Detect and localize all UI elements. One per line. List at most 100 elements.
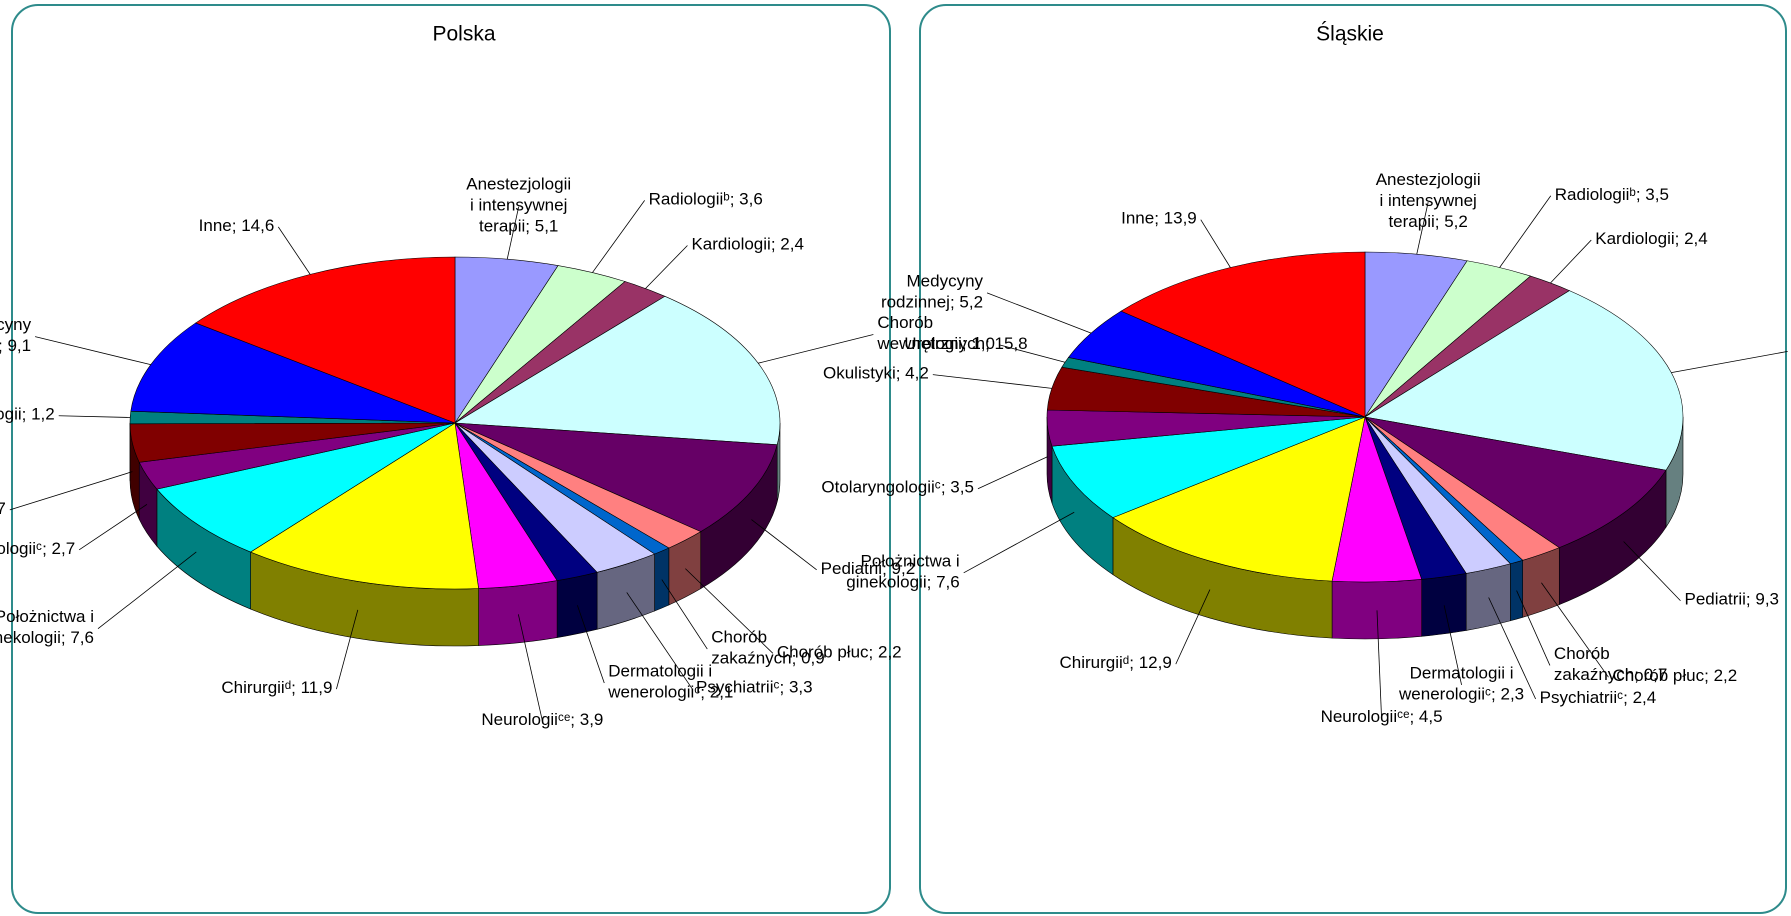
data-label: Anestezjologii i intensywnej terapii; 5,2	[1376, 171, 1481, 232]
data-label: Pediatrii; 9,2	[821, 559, 916, 578]
data-label: Otolaryngologiiᶜ; 3,5	[821, 478, 974, 497]
data-label-name: terapii	[479, 217, 525, 236]
data-label-value: 3,9	[580, 710, 604, 729]
data-label: Kardiologii; 2,4	[691, 235, 803, 254]
slice-side	[1510, 559, 1523, 622]
data-label-value: 2,2	[878, 643, 902, 662]
data-label-name: Psychiatriiᶜ	[696, 678, 779, 697]
leader-line	[1516, 590, 1551, 666]
leader-line	[963, 511, 1075, 574]
chart-title: Śląskie	[1316, 22, 1384, 46]
data-label-value: 9,3	[1755, 590, 1779, 609]
data-label-name: Inne	[1121, 209, 1154, 228]
data-label-name: Psychiatriiᶜ	[1540, 688, 1623, 707]
data-label-name: Radiologiiᵇ	[649, 190, 730, 209]
data-label: Radiologiiᵇ; 3,6	[649, 190, 763, 209]
slice-side	[1465, 563, 1511, 631]
data-label-value: 4,5	[1419, 708, 1443, 727]
data-label-value: 2,2	[1714, 667, 1738, 686]
data-label-value: 2,7	[52, 539, 76, 558]
leader-line	[1488, 597, 1537, 700]
data-label-name: i intensywnej	[470, 196, 567, 215]
data-label-name: Otolaryngologiiᶜ	[821, 478, 940, 497]
leader-line	[626, 592, 693, 689]
data-label-value: 11,9	[301, 679, 333, 698]
leader-line	[1376, 610, 1382, 719]
data-label-value: 3,5	[950, 478, 974, 497]
leader-line	[751, 519, 817, 571]
data-label-name: Inne	[199, 216, 232, 235]
leader-line	[517, 614, 543, 722]
data-label-name: Dermatologii i	[1410, 664, 1514, 683]
data-label-value: 2,4	[780, 235, 804, 254]
data-label: Anestezjologii i intensywnej terapii; 5,1	[466, 175, 571, 236]
slice-side	[1421, 573, 1467, 637]
leader-line	[998, 344, 1066, 363]
data-label-name: Urologii	[904, 334, 962, 353]
data-label-name: Medycyny	[907, 272, 984, 291]
data-label-value: 3,3	[789, 678, 813, 697]
leader-line	[758, 334, 874, 364]
data-label: Kardiologii; 2,4	[1595, 230, 1707, 249]
data-label-name: Urologii	[0, 405, 22, 424]
slice	[454, 295, 781, 446]
leader-line	[78, 504, 148, 551]
data-label-value: 9,1	[7, 337, 31, 356]
leader-line	[592, 200, 645, 273]
leader-line	[977, 456, 1048, 490]
data-label: Chirurgiiᵈ; 11,9	[221, 679, 332, 698]
leader-line	[35, 336, 151, 366]
data-label-value: 7,6	[936, 573, 960, 592]
slice	[1364, 290, 1684, 471]
slice-side	[654, 547, 670, 612]
data-label-name: Anestezjologii	[1376, 171, 1481, 190]
leader-line	[1416, 202, 1429, 255]
slice-side	[478, 580, 558, 646]
data-label-value: 7,6	[70, 629, 94, 648]
slice	[1364, 416, 1667, 548]
leader-line	[1175, 589, 1211, 665]
data-label-name: i intensywnej	[1379, 192, 1476, 211]
data-label-name: ginekologii	[0, 629, 61, 648]
data-label: Psychiatriiᶜ; 2,4	[1540, 688, 1657, 707]
slice	[156, 422, 456, 553]
data-label-name: Położnictwa i	[0, 608, 94, 627]
leader-line	[9, 471, 133, 511]
data-label: Chorób płuc; 2,2	[777, 643, 902, 662]
data-label-name: Neurologiiᶜᵉ	[1321, 708, 1410, 727]
data-label-name: Pediatrii	[821, 559, 882, 578]
data-label: Neurologiiᶜᵉ; 4,5	[1321, 708, 1443, 727]
data-label-value: 1,0	[971, 334, 995, 353]
data-label-name: Neurologiiᶜᵉ	[481, 710, 570, 729]
data-label-value: 12,9	[1139, 654, 1172, 673]
data-label-value: 5,2	[1444, 213, 1468, 232]
leader-line	[1671, 350, 1788, 374]
data-label-name: Chorób	[1554, 644, 1610, 663]
data-label-name: terapii	[1388, 213, 1434, 232]
data-label-value: 14,6	[241, 216, 274, 235]
data-label: Urologii; 1,0	[904, 334, 995, 353]
slice	[1051, 416, 1366, 518]
data-label-name: Chorób	[711, 628, 767, 647]
data-label-value: 0,9	[801, 649, 825, 668]
data-label-value: 3,5	[1645, 185, 1669, 204]
leader-line	[97, 551, 197, 630]
data-label-name: Kardiologii	[691, 235, 770, 254]
data-label: Inne; 14,6	[199, 216, 275, 235]
data-label-name: Radiologiiᵇ	[1555, 185, 1636, 204]
data-label: Urologii; 1,2	[0, 405, 55, 424]
leader-line	[1550, 239, 1592, 284]
data-label-name: zakaźnych	[1554, 665, 1634, 684]
slice-side	[1331, 579, 1422, 640]
data-label-name: Anestezjologii	[466, 175, 571, 194]
data-label-name: Kardiologii	[1595, 230, 1674, 249]
data-label: Chirurgiiᵈ; 12,9	[1060, 654, 1172, 673]
data-label-value: 3,7	[0, 499, 6, 518]
data-label-value: 2,1	[710, 683, 734, 702]
slice	[130, 322, 456, 424]
leader-line	[576, 605, 605, 684]
leader-line	[661, 579, 708, 650]
leader-line	[58, 415, 131, 418]
data-label-name: Dermatologii i	[608, 662, 712, 681]
